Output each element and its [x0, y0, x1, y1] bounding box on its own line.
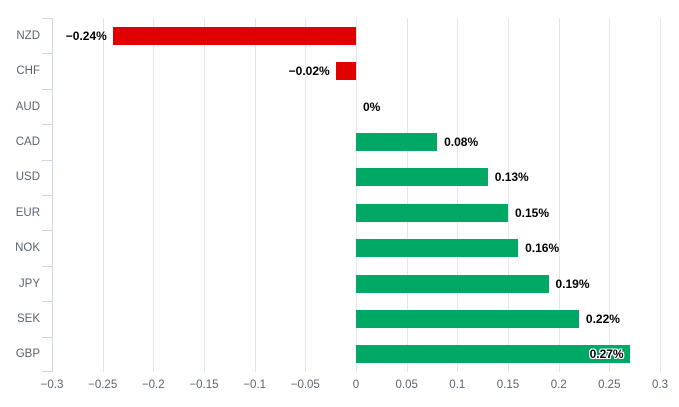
x-tick-label: −0.15 [189, 379, 219, 391]
bar-nzd[interactable] [112, 26, 356, 45]
x-tick-label: 0.15 [496, 379, 520, 391]
x-tick-label: −0.2 [141, 379, 165, 391]
x-tick-label: 0.1 [449, 379, 466, 391]
plot-area: −0.24% −0.02% 0% 0.08% 0.13% 0.15% 0.16% 0.19% 0… [42, 18, 661, 372]
category-label-nok: NOK [15, 242, 40, 255]
category-label-jpy: JPY [18, 277, 40, 290]
x-tick-label: −0.1 [243, 379, 267, 391]
value-label-chf: −0.02% [288, 64, 330, 79]
x-gridline [356, 18, 357, 372]
bar-nok[interactable] [356, 239, 519, 258]
category-label-nzd: NZD [16, 29, 40, 42]
y-axis-tick [42, 265, 52, 267]
value-label-eur: 0.15% [515, 205, 550, 220]
category-label-aud: AUD [15, 100, 40, 113]
category-label-cad: CAD [15, 135, 40, 148]
x-tick-label: −0.25 [88, 379, 118, 391]
x-gridline [558, 18, 560, 372]
category-label-eur: EUR [15, 206, 40, 219]
value-label-aud: 0% [363, 99, 381, 114]
y-axis-tick [42, 371, 52, 372]
x-gridline [254, 18, 256, 372]
x-gridline [406, 18, 408, 372]
value-label-usd: 0.13% [494, 170, 529, 185]
y-axis-tick [42, 336, 52, 338]
bar-eur[interactable] [356, 203, 508, 222]
y-axis-tick [42, 88, 52, 90]
y-axis-tick [42, 18, 52, 19]
y-axis-tick [42, 159, 52, 161]
x-gridline [153, 18, 155, 372]
category-label-usd: USD [15, 171, 40, 184]
y-axis-tick [42, 301, 52, 303]
value-label-gbp: 0.27% [589, 347, 624, 362]
x-gridline [660, 18, 661, 372]
bar-jpy[interactable] [356, 274, 549, 293]
y-axis-tick [42, 195, 52, 196]
x-gridline [457, 18, 459, 372]
category-label-chf: CHF [16, 65, 40, 78]
bar-sek[interactable] [356, 309, 579, 328]
x-gridline [204, 18, 205, 372]
x-gridline [102, 18, 104, 372]
y-axis-tick [42, 230, 52, 232]
x-tick-label: 0 [352, 379, 360, 391]
x-tick-label: 0.3 [652, 379, 668, 391]
x-gridline [609, 18, 611, 372]
value-label-sek: 0.22% [585, 311, 620, 326]
value-label-cad: 0.08% [444, 134, 479, 149]
value-label-jpy: 0.19% [555, 276, 590, 291]
x-tick-label: 0.25 [598, 379, 621, 391]
value-label-nzd: −0.24% [65, 28, 107, 43]
category-label-gbp: GBP [15, 348, 40, 361]
x-tick-label: 0.05 [395, 379, 418, 391]
x-tick-label: −0.3 [40, 379, 64, 391]
x-tick-label: −0.05 [290, 379, 320, 391]
y-axis-tick [42, 53, 52, 55]
bar-chf[interactable] [335, 62, 356, 81]
value-label-nok: 0.16% [525, 241, 560, 256]
x-gridline [305, 18, 307, 372]
category-label-sek: SEK [16, 312, 40, 325]
y-axis-tick [42, 124, 52, 126]
y-axis-line [52, 18, 53, 372]
bar-usd[interactable] [356, 168, 488, 187]
x-tick-label: 0.2 [550, 379, 567, 391]
bar-gbp[interactable] [356, 345, 630, 364]
bar-cad[interactable] [356, 132, 438, 151]
x-gridline [508, 18, 509, 372]
